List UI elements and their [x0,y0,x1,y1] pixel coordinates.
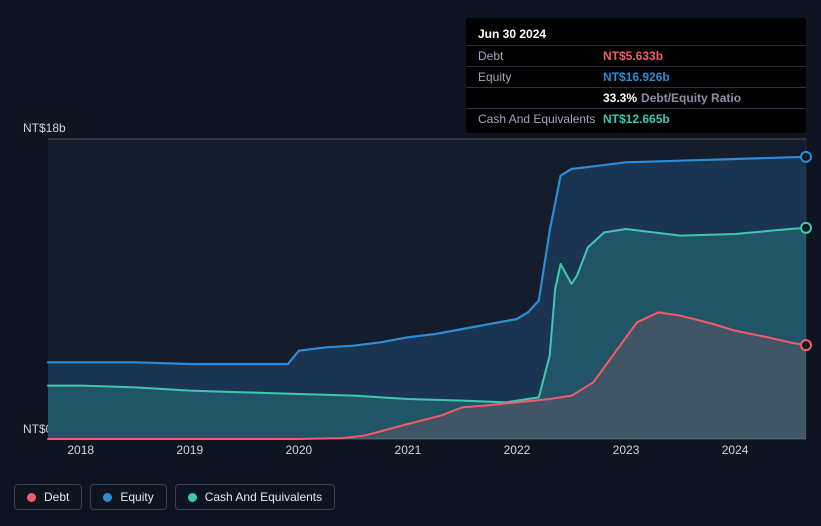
tooltip-row-unit: Debt/Equity Ratio [641,91,741,105]
tooltip-row-label: Cash And Equivalents [478,112,603,126]
legend: Debt Equity Cash And Equivalents [14,484,335,510]
tooltip-row-label: Debt [478,49,603,63]
legend-item-cash-and-equivalents[interactable]: Cash And Equivalents [175,484,335,510]
hover-tooltip: Jun 30 2024 DebtNT$5.633bEquityNT$16.926… [466,18,806,133]
legend-label: Debt [44,490,69,504]
chart-area: NT$18b NT$0 2018201920202021202220232024 [14,125,806,465]
chart-container: Jun 30 2024 DebtNT$5.633bEquityNT$16.926… [0,0,821,526]
x-axis-label: 2022 [504,443,531,457]
tooltip-row: 33.3%Debt/Equity Ratio [466,88,806,109]
tooltip-row-value: NT$16.926b [603,70,670,84]
x-axis-label: 2019 [176,443,203,457]
legend-label: Cash And Equivalents [205,490,322,504]
chart-svg[interactable] [48,139,806,439]
legend-swatch [188,493,197,502]
legend-swatch [27,493,36,502]
tooltip-row-value: 33.3%Debt/Equity Ratio [603,91,741,105]
legend-item-equity[interactable]: Equity [90,484,166,510]
x-axis-label: 2018 [67,443,94,457]
tooltip-row: EquityNT$16.926b [466,67,806,88]
y-axis-label-max: NT$18b [23,121,66,135]
tooltip-row-label [478,91,603,105]
tooltip-row: Cash And EquivalentsNT$12.665b [466,109,806,129]
tooltip-row-value: NT$12.665b [603,112,670,126]
legend-item-debt[interactable]: Debt [14,484,82,510]
x-axis-label: 2020 [285,443,312,457]
legend-label: Equity [120,490,153,504]
x-axis-label: 2024 [722,443,749,457]
x-axis-label: 2021 [395,443,422,457]
legend-swatch [103,493,112,502]
tooltip-row-value: NT$5.633b [603,49,663,63]
x-axis-label: 2023 [613,443,640,457]
tooltip-row-label: Equity [478,70,603,84]
tooltip-date: Jun 30 2024 [466,22,806,46]
tooltip-row: DebtNT$5.633b [466,46,806,67]
